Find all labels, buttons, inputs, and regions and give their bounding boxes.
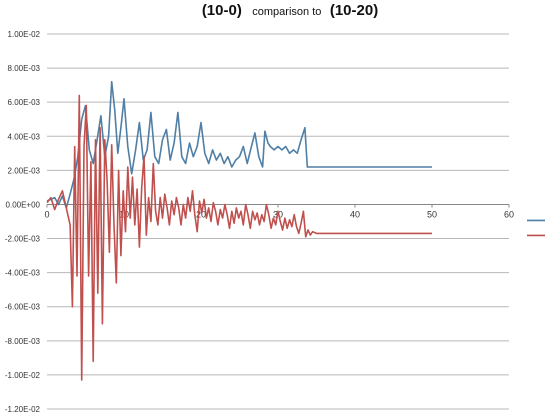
series-lines (46, 80, 432, 381)
y-axis-tick-labels: 1.00E-02 8.00E-03 6.00E-03 4.00E-03 2.00E-03… (5, 30, 41, 414)
y-tick-label: 2.00E-03 (8, 166, 41, 175)
series-line-1 (46, 80, 432, 209)
legend (527, 219, 545, 237)
x-tick-label: 50 (427, 209, 437, 219)
x-tick-label: 20 (196, 209, 206, 219)
title-part-3: (10-20) (330, 2, 378, 19)
chart-title: (10-0) comparison to (10-20) (202, 2, 378, 19)
y-tick-label: -8.00E-03 (5, 337, 41, 346)
y-tick-label: -1.20E-02 (5, 405, 41, 414)
y-tick-label: -6.00E-03 (5, 303, 41, 312)
y-tick-label: 6.00E-03 (8, 98, 41, 107)
y-tick-label: 8.00E-03 (8, 64, 41, 73)
x-tick-label: 60 (504, 209, 514, 219)
y-tick-label: -1.00E-02 (5, 371, 41, 380)
x-tick-label: 0 (44, 209, 49, 219)
y-tick-label: 0.00E+00 (6, 200, 41, 209)
x-tick-label: 40 (350, 209, 360, 219)
gridlines (47, 33, 509, 410)
y-tick-label: -2.00E-03 (5, 235, 41, 244)
title-part-1: (10-0) (202, 2, 242, 19)
y-tick-label: -4.00E-03 (5, 269, 41, 278)
y-tick-label: 1.00E-02 (8, 30, 41, 39)
series-line-2 (46, 94, 432, 381)
title-part-2: comparison to (252, 6, 321, 18)
y-tick-label: 4.00E-03 (8, 132, 41, 141)
